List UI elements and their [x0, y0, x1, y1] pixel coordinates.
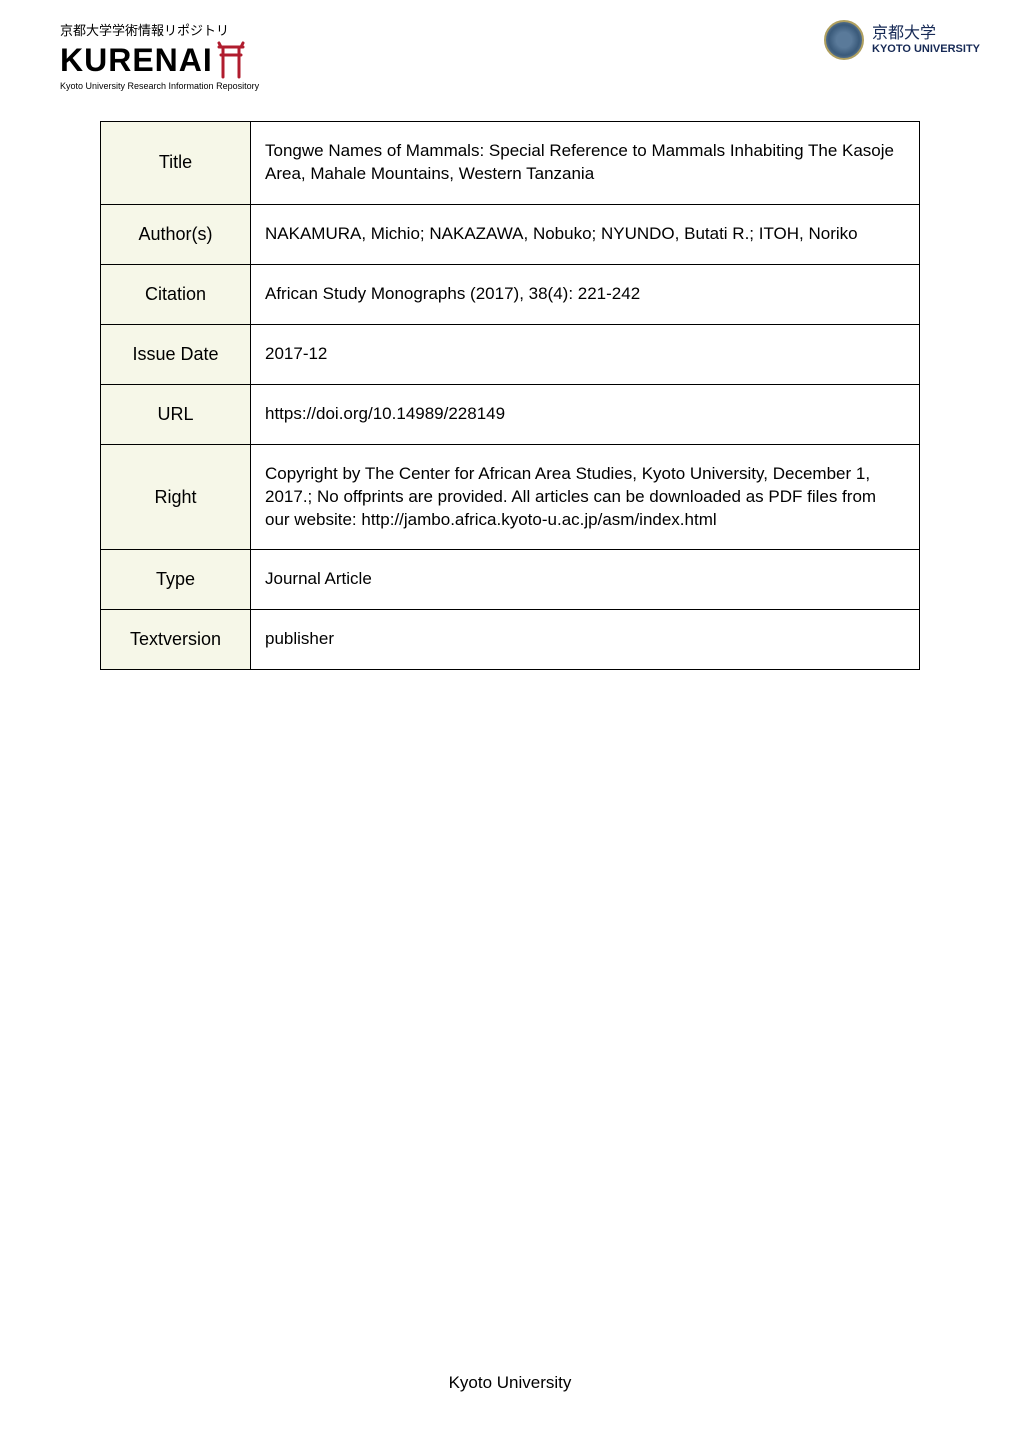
table-row: Issue Date2017-12 — [101, 324, 920, 384]
table-row: URLhttps://doi.org/10.14989/228149 — [101, 384, 920, 444]
kurenai-logo: 京都大学学術情報リポジトリ KURENAI Kyoto University R… — [60, 20, 259, 91]
kurenai-logo-row: KURENAI — [60, 41, 259, 79]
metadata-value: 2017-12 — [251, 324, 920, 384]
table-row: TitleTongwe Names of Mammals: Special Re… — [101, 122, 920, 205]
table-row: Author(s)NAKAMURA, Michio; NAKAZAWA, Nob… — [101, 204, 920, 264]
table-row: CitationAfrican Study Monographs (2017),… — [101, 264, 920, 324]
torii-icon — [217, 41, 245, 79]
kyoto-univ-seal-icon — [824, 20, 864, 60]
metadata-label: URL — [101, 384, 251, 444]
metadata-value: African Study Monographs (2017), 38(4): … — [251, 264, 920, 324]
metadata-label: Type — [101, 550, 251, 610]
metadata-value: NAKAMURA, Michio; NAKAZAWA, Nobuko; NYUN… — [251, 204, 920, 264]
kyoto-univ-logo: 京都大学 KYOTO UNIVERSITY — [824, 20, 980, 60]
kyoto-univ-jp: 京都大学 — [872, 24, 980, 43]
metadata-table: TitleTongwe Names of Mammals: Special Re… — [100, 121, 920, 670]
page-footer: Kyoto University — [0, 1373, 1020, 1393]
metadata-value: Tongwe Names of Mammals: Special Referen… — [251, 122, 920, 205]
table-row: RightCopyright by The Center for African… — [101, 444, 920, 550]
kurenai-logo-main: KURENAI — [60, 42, 213, 79]
metadata-value: publisher — [251, 610, 920, 670]
metadata-label: Right — [101, 444, 251, 550]
metadata-label: Author(s) — [101, 204, 251, 264]
metadata-label: Title — [101, 122, 251, 205]
metadata-label: Issue Date — [101, 324, 251, 384]
page-header: 京都大学学術情報リポジトリ KURENAI Kyoto University R… — [0, 0, 1020, 101]
metadata-value: Copyright by The Center for African Area… — [251, 444, 920, 550]
table-row: TypeJournal Article — [101, 550, 920, 610]
metadata-value: Journal Article — [251, 550, 920, 610]
kurenai-logo-sub: Kyoto University Research Information Re… — [60, 81, 259, 91]
kyoto-univ-text: 京都大学 KYOTO UNIVERSITY — [872, 24, 980, 56]
kurenai-logo-jp: 京都大学学術情報リポジトリ — [60, 20, 259, 39]
kyoto-univ-en: KYOTO UNIVERSITY — [872, 43, 980, 56]
metadata-label: Citation — [101, 264, 251, 324]
metadata-value: https://doi.org/10.14989/228149 — [251, 384, 920, 444]
metadata-label: Textversion — [101, 610, 251, 670]
table-row: Textversionpublisher — [101, 610, 920, 670]
